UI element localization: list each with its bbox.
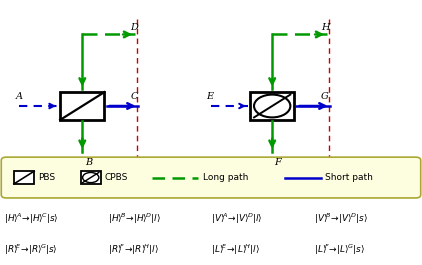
- Text: H: H: [321, 23, 329, 32]
- Bar: [81, 171, 101, 184]
- Text: $|R\rangle^{\!F}\!\rightarrow\!|R\rangle^{\!H}|l\rangle$: $|R\rangle^{\!F}\!\rightarrow\!|R\rangle…: [108, 242, 159, 257]
- Text: $|R\rangle^{\!E}\!\rightarrow\!|R\rangle^{\!G}|s\rangle$: $|R\rangle^{\!E}\!\rightarrow\!|R\rangle…: [4, 242, 58, 257]
- Text: D: D: [130, 23, 138, 32]
- Text: CPBS: CPBS: [105, 173, 128, 182]
- Text: Short path: Short path: [325, 173, 373, 182]
- Text: $|H\rangle^{\!A}\!\rightarrow\!|H\rangle^{\!C}|s\rangle$: $|H\rangle^{\!A}\!\rightarrow\!|H\rangle…: [4, 211, 59, 226]
- Text: G: G: [321, 92, 329, 101]
- Text: Long path: Long path: [203, 173, 248, 182]
- Text: A: A: [16, 92, 22, 101]
- Bar: [250, 92, 295, 120]
- Bar: [60, 92, 105, 120]
- Text: B: B: [85, 158, 92, 167]
- Text: F: F: [274, 158, 281, 167]
- Bar: [14, 171, 34, 184]
- Text: $|H\rangle^{\!B}\!\rightarrow\!|H\rangle^{\!D}|l\rangle$: $|H\rangle^{\!B}\!\rightarrow\!|H\rangle…: [108, 211, 160, 226]
- Text: $|L\rangle^{\!F}\!\rightarrow\!|L\rangle^{\!G}|s\rangle$: $|L\rangle^{\!F}\!\rightarrow\!|L\rangle…: [314, 242, 365, 257]
- Text: $|V\rangle^{\!A}\!\rightarrow\!|V\rangle^{\!D}|l\rangle$: $|V\rangle^{\!A}\!\rightarrow\!|V\rangle…: [211, 211, 262, 226]
- Text: $|L\rangle^{\!E}\!\rightarrow\!|L\rangle^{\!H}|l\rangle$: $|L\rangle^{\!E}\!\rightarrow\!|L\rangle…: [211, 242, 260, 257]
- Circle shape: [254, 95, 290, 117]
- Text: E: E: [206, 92, 213, 101]
- Text: $|V\rangle^{\!B}\!\rightarrow\!|V\rangle^{\!D}|s\rangle$: $|V\rangle^{\!B}\!\rightarrow\!|V\rangle…: [314, 211, 368, 226]
- Text: C: C: [130, 92, 138, 101]
- Text: PBS: PBS: [38, 173, 55, 182]
- Circle shape: [83, 173, 99, 183]
- FancyBboxPatch shape: [1, 157, 421, 198]
